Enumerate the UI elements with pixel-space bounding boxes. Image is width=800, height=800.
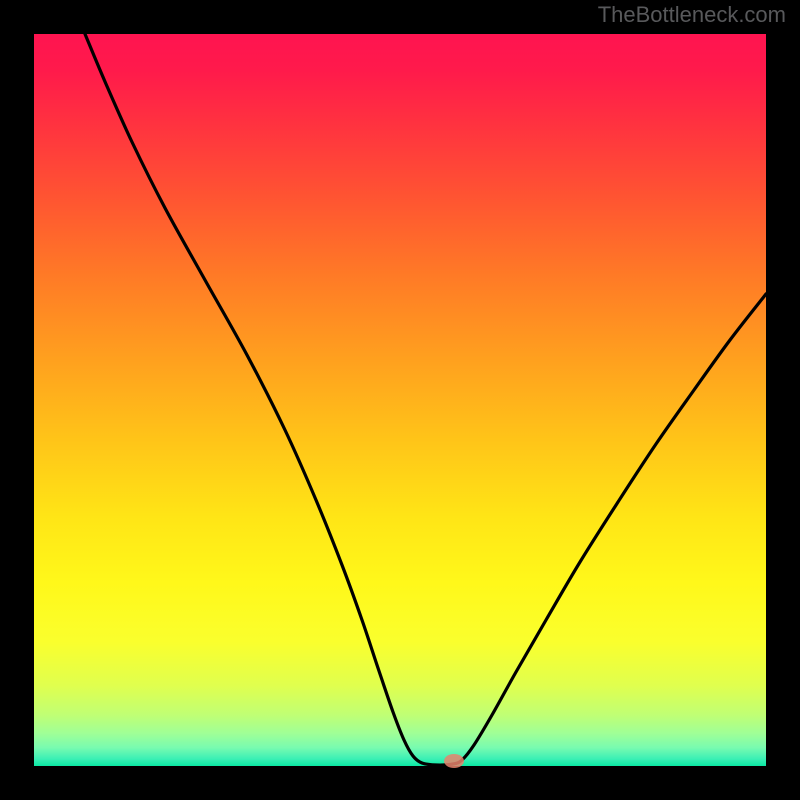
watermark-text: TheBottleneck.com xyxy=(598,2,786,28)
chart-container: TheBottleneck.com xyxy=(0,0,800,800)
gradient-background xyxy=(34,34,766,766)
bottleneck-chart xyxy=(0,0,800,800)
bottleneck-marker xyxy=(444,754,464,768)
